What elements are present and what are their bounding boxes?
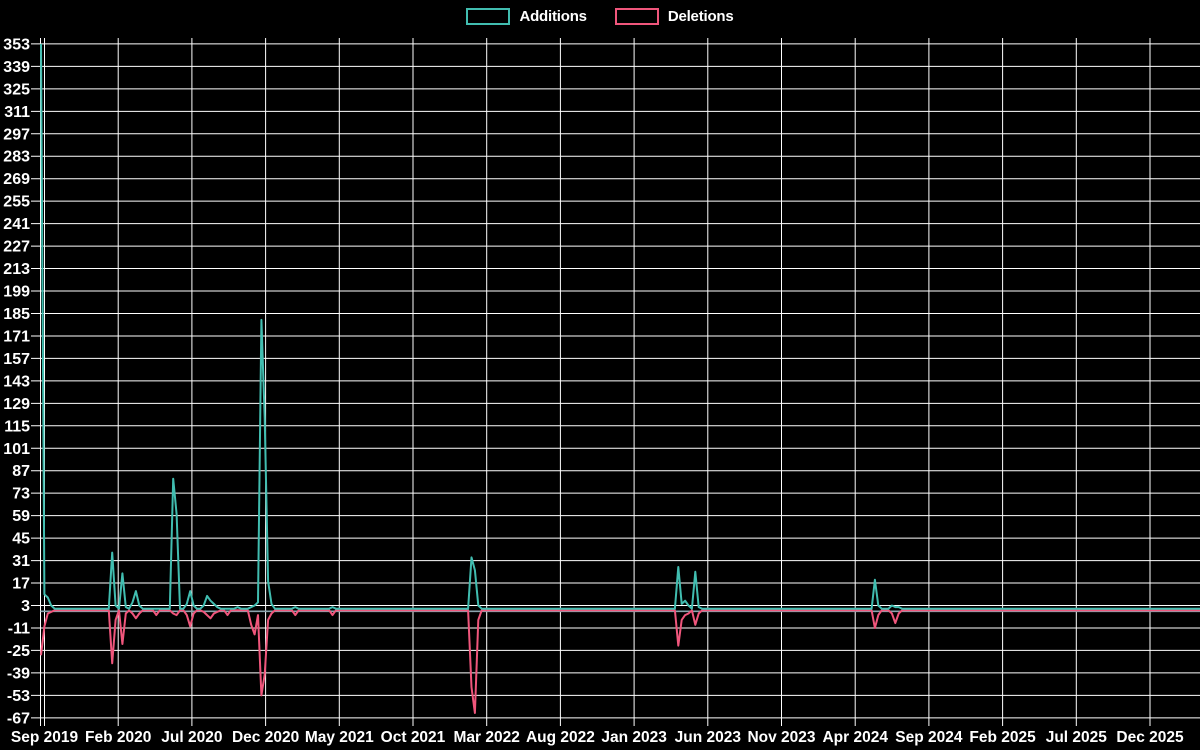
x-tick-label: Apr 2024 [822, 729, 888, 746]
y-tick-label: 339 [3, 59, 30, 76]
y-tick-label: 199 [3, 284, 30, 301]
x-tick-label: May 2021 [305, 729, 374, 746]
y-tick-label: -39 [7, 665, 30, 682]
y-tick-label: 185 [3, 306, 30, 323]
y-tick-label: 143 [3, 373, 30, 390]
legend: Additions Deletions [0, 8, 1200, 25]
y-tick-label: 45 [12, 531, 30, 548]
y-tick-label: 73 [12, 486, 30, 503]
x-tick-label: Sep 2024 [895, 729, 963, 746]
x-tick-label: Jun 2023 [675, 729, 742, 746]
y-tick-label: 101 [3, 441, 30, 458]
legend-item-additions[interactable]: Additions [466, 8, 587, 25]
x-tick-label: Feb 2020 [85, 729, 151, 746]
deletions-line[interactable] [40, 609, 1200, 714]
x-tick-label: Dec 2025 [1116, 729, 1184, 746]
y-tick-label: 325 [3, 81, 30, 98]
y-tick-label: 227 [3, 239, 30, 256]
y-tick-label: 297 [3, 126, 30, 143]
y-tick-label: 213 [3, 261, 30, 278]
y-tick-label: 171 [3, 328, 30, 345]
y-tick-label: 17 [12, 576, 30, 593]
x-tick-label: Aug 2022 [526, 729, 595, 746]
x-tick-label: Jul 2020 [161, 729, 222, 746]
y-tick-label: 129 [3, 396, 30, 413]
x-tick-label: Feb 2025 [969, 729, 1036, 746]
y-tick-label: 269 [3, 171, 30, 188]
additions-swatch-icon [466, 8, 511, 25]
y-tick-label: 283 [3, 149, 30, 166]
y-tick-label: 353 [3, 36, 30, 53]
x-tick-label: Oct 2021 [381, 729, 446, 746]
deletions-swatch-icon [614, 8, 659, 25]
y-tick-label: -11 [8, 620, 30, 637]
y-tick-label: 241 [3, 216, 30, 233]
y-tick-label: 3 [21, 598, 30, 615]
legend-item-deletions[interactable]: Deletions [614, 8, 734, 25]
x-tick-label: Jan 2023 [601, 729, 667, 746]
additions-label: Additions [519, 8, 587, 25]
x-tick-label: Jul 2025 [1046, 729, 1108, 746]
y-tick-label: 31 [12, 553, 30, 570]
y-tick-label: -53 [7, 688, 30, 705]
y-tick-label: 115 [4, 418, 30, 435]
y-tick-label: 311 [4, 104, 30, 121]
x-tick-label: Sep 2019 [11, 729, 79, 746]
deletions-label: Deletions [667, 8, 734, 25]
y-tick-label: 255 [3, 194, 30, 211]
y-tick-label: -67 [7, 710, 30, 727]
y-tick-label: 87 [12, 463, 30, 480]
x-axis-labels: Sep 2019 Feb 2020 Jul 2020 Dec 2020 May 2021… [11, 729, 1184, 746]
additions-line[interactable] [40, 43, 1200, 610]
y-tick-label: 157 [3, 351, 30, 368]
y-tick-label: -25 [7, 643, 30, 660]
x-tick-label: Mar 2022 [454, 729, 520, 746]
y-tick-label: 59 [12, 508, 30, 525]
y-axis-labels: 353 339 325 311 297 283 269 255 241 227 213 199 185 1… [3, 36, 30, 727]
x-tick-label: Nov 2023 [747, 729, 815, 746]
x-tick-label: Dec 2020 [232, 729, 299, 746]
